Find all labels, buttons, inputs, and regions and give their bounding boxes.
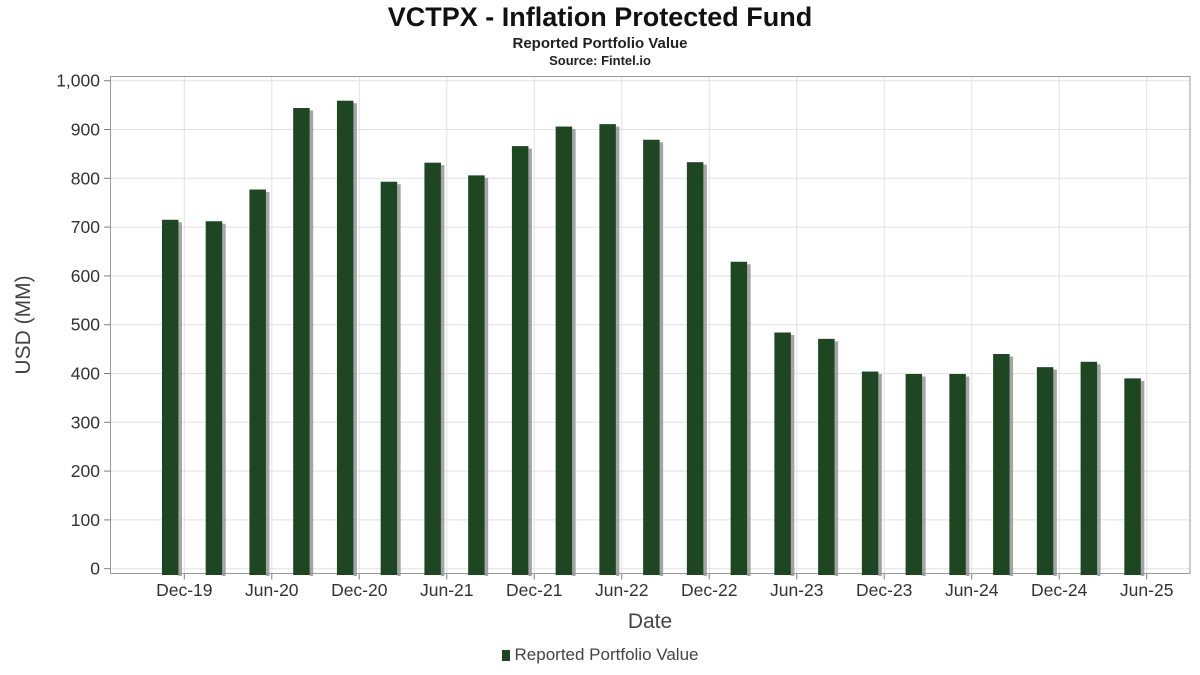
- bar-Sep-24[interactable]: [993, 353, 1010, 575]
- x-tick-label: Jun-21: [420, 580, 474, 600]
- bar-shadow: [1053, 369, 1057, 576]
- x-tick-label: Dec-20: [331, 580, 388, 600]
- y-tick-label: 800: [71, 168, 100, 188]
- bar-shadow: [965, 376, 970, 576]
- y-tick-label: 200: [71, 461, 100, 481]
- bar-shadow: [659, 142, 664, 577]
- bar-shadow: [309, 110, 314, 576]
- bar-Jun-25[interactable]: [1124, 378, 1141, 575]
- bar-Dec-20[interactable]: [336, 100, 354, 575]
- bar-Dec-22[interactable]: [686, 162, 704, 576]
- y-tick-label: 300: [71, 412, 100, 432]
- y-axis-title: USD (MM): [12, 275, 35, 374]
- chart-source: Source: Fintel.io: [549, 53, 651, 68]
- x-tick-label: Dec-19: [156, 580, 212, 600]
- bar-shadow: [922, 376, 926, 576]
- bar-Jun-21[interactable]: [424, 162, 441, 575]
- bar-shadow: [397, 184, 401, 576]
- x-tick-label: Jun-20: [245, 580, 299, 600]
- chart-layer: Dec-19 Jun-20 Dec-20 Jun-21 Dec-21 Jun-22 Dec-…: [56, 71, 1191, 600]
- bar-Dec-21[interactable]: [511, 146, 529, 576]
- bar-Mar-20[interactable]: [205, 221, 223, 575]
- x-tick-label: Jun-22: [595, 580, 649, 600]
- legend-label: Reported Portfolio Value: [514, 645, 699, 664]
- x-tick-label: Dec-21: [506, 580, 562, 600]
- bar-shadow: [440, 165, 445, 576]
- y-tick-label: 500: [71, 315, 100, 335]
- bar-shadow: [1140, 380, 1145, 576]
- bar-shadow: [178, 222, 182, 576]
- x-tick-label: Jun-24: [945, 580, 999, 600]
- x-tick-label: Jun-25: [1120, 580, 1174, 600]
- bar-shadow: [703, 164, 707, 577]
- bar-Sep-20[interactable]: [293, 108, 310, 575]
- chart-subtitle: Reported Portfolio Value: [512, 35, 688, 52]
- y-tick-label: 100: [71, 510, 100, 530]
- bar-Mar-21[interactable]: [380, 181, 398, 575]
- bar-Mar-23[interactable]: [730, 261, 748, 575]
- y-tick-label: 1,000: [56, 71, 100, 91]
- y-tick-label: 400: [71, 364, 100, 384]
- bar-shadow: [484, 177, 489, 576]
- bar-Jun-23[interactable]: [774, 332, 791, 575]
- legend-marker-icon: [501, 650, 510, 661]
- bar-shadow: [222, 223, 226, 576]
- bar-Dec-23[interactable]: [861, 371, 879, 575]
- x-tick-label: Jun-23: [770, 580, 824, 600]
- bar-shadow: [528, 148, 532, 577]
- bar-Mar-25[interactable]: [1080, 361, 1098, 575]
- bar-shadow: [878, 374, 882, 576]
- bar-Sep-21[interactable]: [468, 175, 485, 575]
- bar-shadow: [265, 192, 270, 577]
- bar-shadow: [1009, 356, 1014, 576]
- bar-shadow: [834, 341, 839, 576]
- bar-Sep-23[interactable]: [818, 338, 835, 575]
- bar-Jun-24[interactable]: [949, 373, 966, 575]
- chart-title: VCTPX - Inflation Protected Fund: [387, 2, 813, 32]
- y-tick-label: 0: [90, 559, 100, 579]
- x-tick-label: Dec-24: [1031, 580, 1088, 600]
- bar-Dec-24[interactable]: [1036, 367, 1054, 575]
- x-tick-label: Dec-22: [681, 580, 737, 600]
- bar-Mar-22[interactable]: [555, 126, 573, 576]
- bar-shadow: [572, 129, 576, 576]
- y-tick-label: 700: [71, 217, 100, 237]
- bar-shadow: [1097, 364, 1101, 576]
- bar-shadow: [790, 335, 795, 576]
- x-axis-title: Date: [628, 610, 672, 633]
- bar-shadow: [615, 126, 620, 576]
- y-tick-label: 600: [71, 266, 100, 286]
- legend-item-reported-portfolio-value[interactable]: Reported Portfolio Value: [0, 645, 1200, 665]
- y-tick-label: 900: [71, 120, 100, 140]
- bar-Jun-20[interactable]: [249, 189, 266, 576]
- bar-Dec-19[interactable]: [161, 219, 179, 575]
- x-tick-label: Dec-23: [856, 580, 912, 600]
- bar-Jun-22[interactable]: [599, 124, 616, 575]
- bar-Sep-22[interactable]: [643, 139, 660, 576]
- bar-shadow: [353, 103, 357, 576]
- bar-Mar-24[interactable]: [905, 373, 923, 575]
- bar-shadow: [747, 264, 751, 576]
